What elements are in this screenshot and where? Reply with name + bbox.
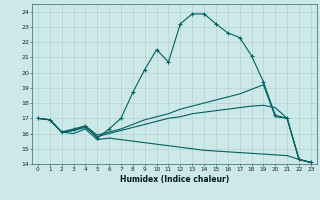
X-axis label: Humidex (Indice chaleur): Humidex (Indice chaleur) — [120, 175, 229, 184]
